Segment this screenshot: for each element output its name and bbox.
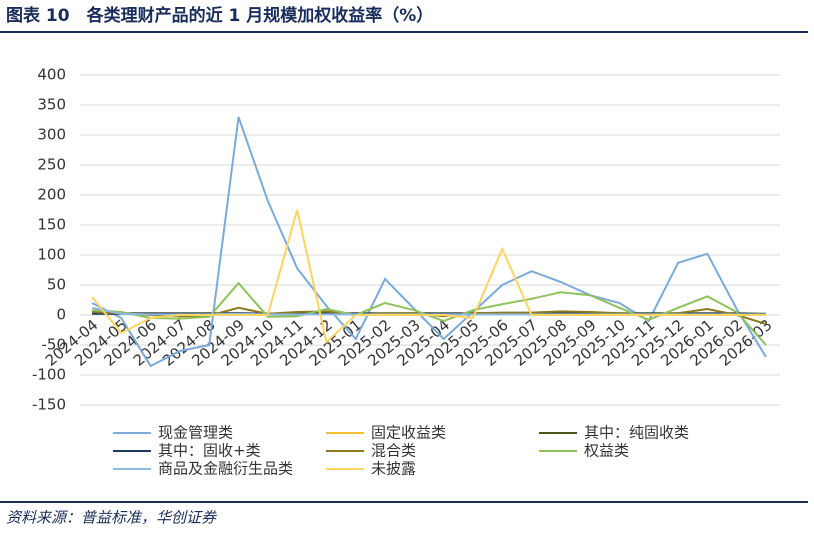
series-line (91, 209, 766, 344)
source: 资料来源：普益标准，华创证券 (6, 509, 217, 527)
chart-title: 图表 10 各类理财产品的近 1 月规模加权收益率（%） (6, 5, 433, 26)
y-tick-label: 350 (37, 96, 66, 114)
legend-label: 商品及金融衍生品类 (158, 460, 293, 478)
y-tick-label: 300 (37, 126, 66, 144)
y-tick-label: 50 (47, 276, 66, 294)
y-tick-label: 150 (37, 216, 66, 234)
y-tick-label: 400 (37, 66, 66, 84)
y-tick-label: 250 (37, 156, 66, 174)
y-tick-label: -100 (32, 366, 66, 384)
legend-label: 固定收益类 (371, 424, 446, 442)
y-tick-label: 0 (56, 306, 66, 324)
y-tick-label: 100 (37, 246, 66, 264)
legend-label: 权益类 (584, 442, 629, 460)
y-tick-label: -50 (42, 336, 67, 354)
series-line (91, 306, 766, 316)
y-tick-label: 200 (37, 186, 66, 204)
legend-label: 未披露 (371, 460, 416, 478)
legend-label: 其中：固收+类 (158, 442, 261, 460)
legend-label: 现金管理类 (158, 424, 233, 442)
y-tick-label: -150 (32, 396, 66, 414)
series-line (91, 116, 767, 368)
legend-label: 其中：纯固收类 (584, 424, 689, 442)
legend-label: 混合类 (371, 442, 416, 460)
